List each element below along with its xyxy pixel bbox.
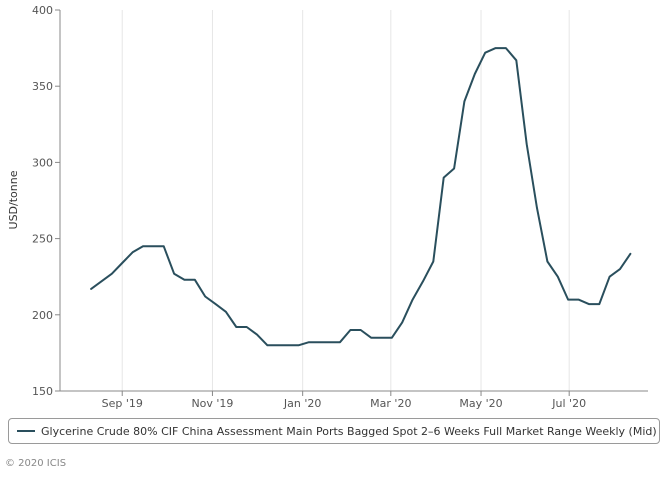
data-point: [567, 299, 569, 301]
data-point: [619, 268, 621, 270]
data-point: [526, 143, 528, 145]
data-point: [391, 337, 393, 339]
x-tick-label: Jul '20: [551, 397, 586, 410]
data-point: [536, 207, 538, 209]
data-point: [318, 341, 320, 343]
data-point: [163, 245, 165, 247]
data-point: [401, 321, 403, 323]
data-point: [546, 260, 549, 263]
data-point: [588, 303, 590, 305]
data-point: [90, 288, 92, 290]
data-point: [484, 52, 486, 54]
copyright-text: © 2020 ICIS: [5, 458, 67, 469]
x-tick-label: Jan '20: [283, 397, 321, 410]
data-point: [111, 273, 113, 275]
data-point: [121, 262, 123, 264]
data-point: [194, 279, 196, 281]
data-point: [505, 47, 507, 49]
data-point: [412, 299, 414, 301]
data-point: [577, 299, 580, 301]
data-point: [204, 295, 206, 298]
data-point: [370, 337, 372, 339]
data-point: [463, 100, 465, 102]
labels-layer: Sep '19 Nov '19 Jan '20 Mar '20 May '20 Jul '…: [32, 4, 586, 410]
y-tick-label: 250: [32, 233, 53, 246]
legend-label: Glycerine Crude 80% CIF China Assessment…: [41, 424, 657, 438]
data-point: [173, 273, 175, 275]
data-point: [329, 341, 331, 343]
data-point: [453, 167, 455, 170]
y-tick-label: 350: [32, 80, 53, 93]
series-layer: [90, 47, 632, 347]
y-axis-title: USD/tonne: [7, 170, 20, 229]
data-point: [266, 344, 268, 346]
data-point: [474, 73, 476, 75]
data-point: [432, 260, 434, 263]
series-line: [90, 47, 632, 347]
data-point: [142, 245, 144, 247]
y-tick-label: 150: [32, 385, 53, 398]
data-point: [339, 341, 341, 343]
data-point: [297, 344, 300, 346]
data-point: [100, 280, 103, 282]
data-point: [183, 279, 185, 281]
data-point: [287, 344, 289, 346]
x-tick-label: Sep '19: [102, 397, 143, 410]
data-point: [515, 59, 517, 61]
y-tick-label: 300: [32, 156, 53, 169]
data-point: [629, 253, 632, 255]
x-tick-label: Nov '19: [191, 397, 233, 410]
data-point: [495, 47, 497, 49]
data-point: [609, 276, 611, 278]
y-tick-label: 400: [32, 4, 53, 17]
data-point: [557, 276, 559, 278]
data-point: [152, 245, 154, 247]
data-point: [349, 329, 351, 331]
grid-layer: [121, 10, 570, 391]
data-point: [422, 280, 424, 282]
legend[interactable]: Glycerine Crude 80% CIF China Assessment…: [8, 418, 660, 444]
data-point: [256, 334, 258, 336]
y-tick-label: 200: [32, 309, 53, 322]
data-point: [235, 326, 237, 328]
legend-swatch: [17, 430, 35, 432]
data-point: [308, 341, 310, 343]
data-point: [598, 303, 600, 305]
x-tick-label: Mar '20: [370, 397, 411, 410]
axes-layer: [55, 9, 648, 396]
data-point: [443, 177, 445, 179]
data-point: [360, 329, 362, 331]
data-point: [215, 303, 217, 305]
data-point: [277, 344, 279, 346]
data-point: [380, 337, 383, 339]
x-tick-label: May '20: [459, 397, 502, 410]
data-point: [225, 311, 227, 313]
data-point: [132, 251, 134, 253]
data-point: [246, 326, 248, 328]
